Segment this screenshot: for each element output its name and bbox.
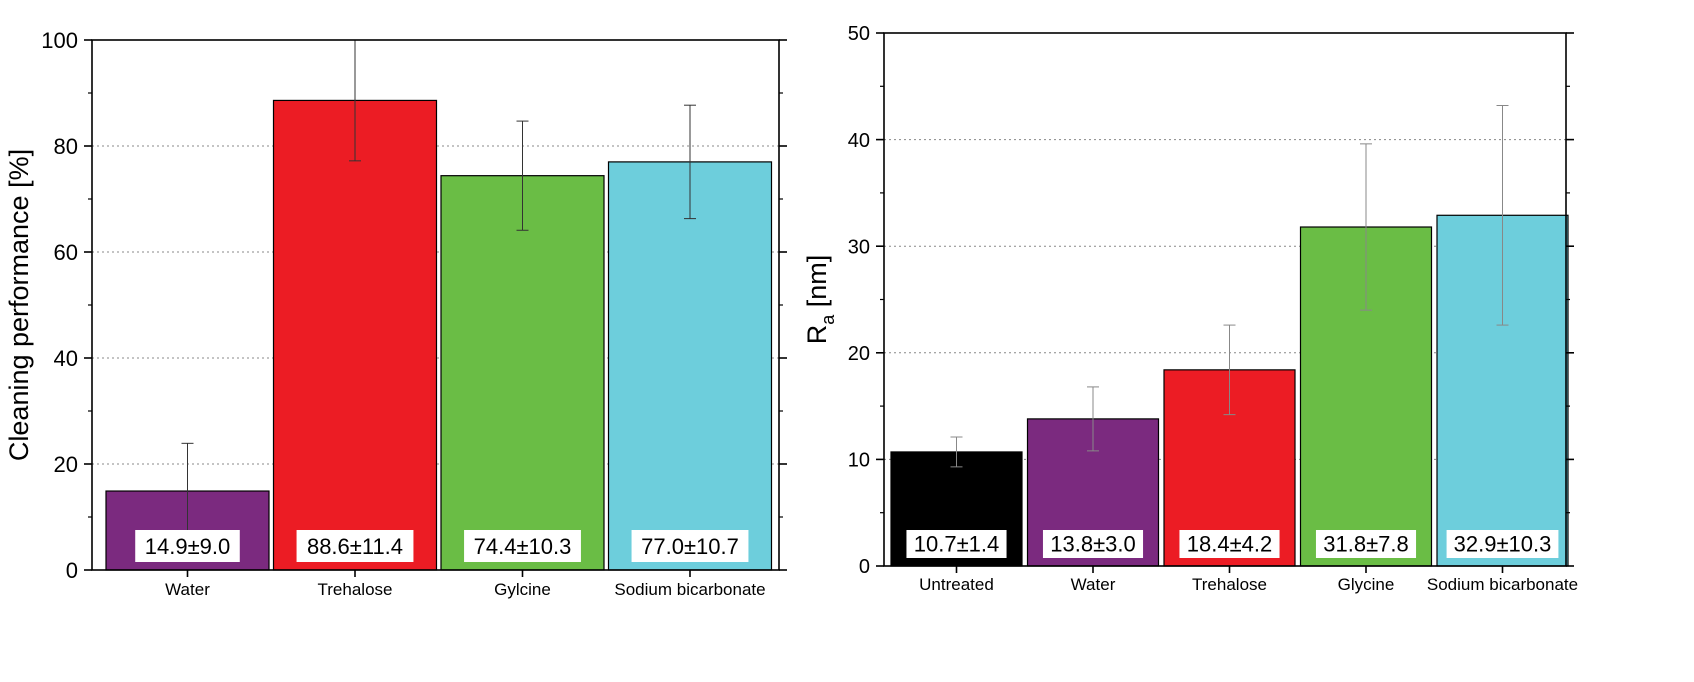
y-tick-label: 40 <box>848 130 870 152</box>
x-tick-label: Trehalose <box>318 580 393 599</box>
value-label: 77.0±10.7 <box>641 534 739 559</box>
x-tick-label: Sodium bicarbonate <box>614 580 765 599</box>
y-tick-label: 80 <box>54 134 78 159</box>
value-label: 88.6±11.4 <box>307 534 403 559</box>
value-label: 10.7±1.4 <box>914 532 999 557</box>
y-tick-label: 30 <box>848 236 870 258</box>
y-axis-label-main: R <box>802 325 832 345</box>
value-label-box <box>135 530 240 562</box>
x-tick-label: Trehalose <box>1192 575 1267 594</box>
x-tick-label: Sodium bicarbonate <box>1427 575 1578 594</box>
value-label: 74.4±10.3 <box>474 534 572 559</box>
value-label-box <box>631 530 749 562</box>
value-label-box <box>1315 530 1417 558</box>
value-label-box <box>1179 530 1280 558</box>
x-tick-label: Water <box>1071 575 1116 594</box>
x-tick-label: Gylcine <box>494 580 551 599</box>
y-tick-label: 100 <box>41 28 78 53</box>
y-tick-label: 50 <box>848 23 870 45</box>
y-axis-label: Cleaning performance [%] <box>4 149 34 461</box>
y-tick-label: 10 <box>848 450 870 472</box>
y-axis-label: Ra [nm] <box>802 255 838 345</box>
x-tick-label: Water <box>165 580 210 599</box>
bar-sodium-bicarbonate <box>607 161 773 571</box>
y-axis-label-subscript: a <box>818 314 838 325</box>
x-tick-label: Untreated <box>919 575 994 594</box>
y-tick-label: 40 <box>54 346 78 371</box>
bar-gylcine <box>440 175 605 571</box>
value-label-box <box>1446 530 1559 558</box>
value-label: 18.4±4.2 <box>1187 532 1272 557</box>
y-tick-label: 0 <box>66 558 78 583</box>
y-axis-label-unit: [nm] <box>802 255 832 315</box>
y-tick-label: 20 <box>848 343 870 365</box>
y-tick-label: 60 <box>54 240 78 265</box>
y-tick-label: 0 <box>859 556 870 578</box>
value-label-box <box>1042 530 1144 558</box>
y-tick-label: 20 <box>54 452 78 477</box>
value-label-box <box>296 530 414 562</box>
value-label: 13.8±3.0 <box>1050 532 1135 557</box>
value-label: 31.8±7.8 <box>1323 532 1408 557</box>
value-label: 14.9±9.0 <box>145 534 230 559</box>
chart-1: 14.9±9.0 Water 88.6±11.4 Trehalose 74.4±10.3… <box>4 28 787 599</box>
chart-2: 10.7±1.4 Untreated 13.8±3.0 Water 18.4±4.2 Tr… <box>802 23 1578 594</box>
x-tick-label: Glycine <box>1338 575 1395 594</box>
bar-trehalose <box>272 99 438 571</box>
value-label-box <box>464 530 581 562</box>
value-label-box <box>906 530 1007 558</box>
value-label: 32.9±10.3 <box>1454 532 1552 557</box>
